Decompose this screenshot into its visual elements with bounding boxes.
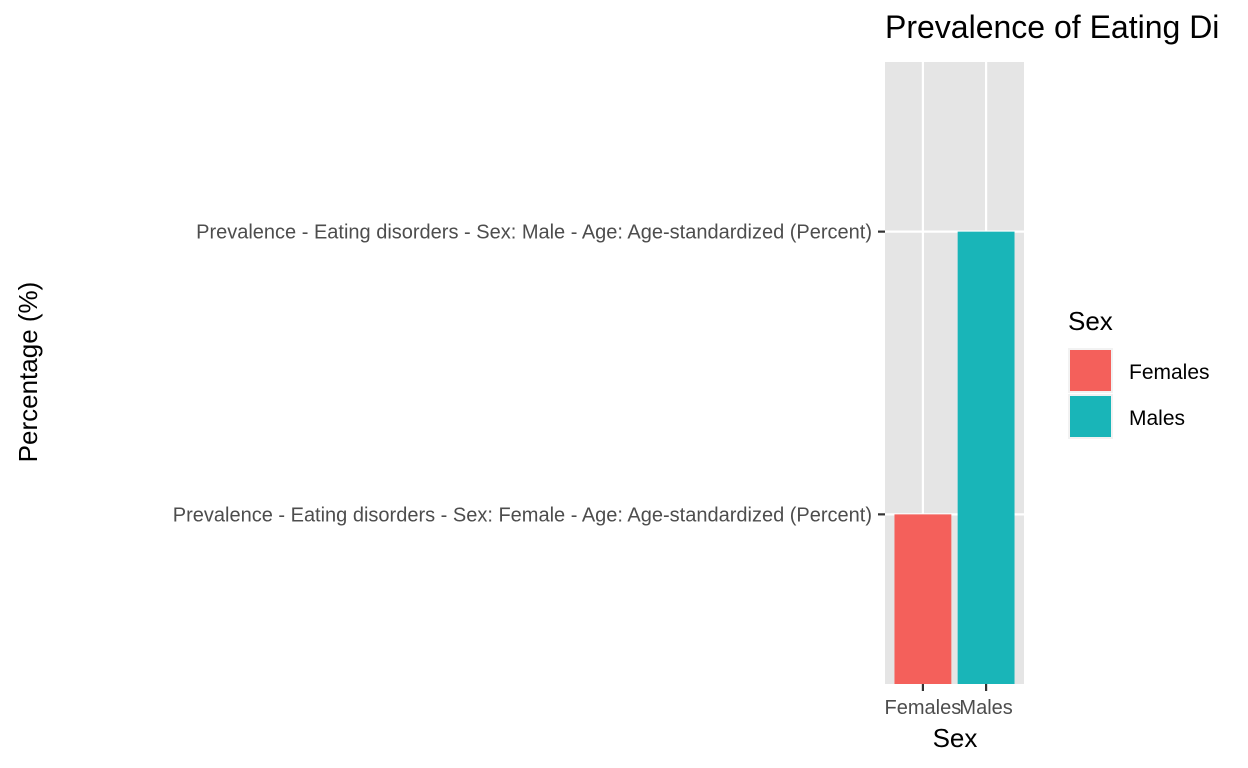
- legend-swatch-males: [1070, 396, 1111, 437]
- chart-title: Prevalence of Eating Di: [885, 9, 1219, 45]
- axes: Prevalence - Eating disorders - Sex: Fem…: [173, 222, 1013, 719]
- y-axis-title: Percentage (%): [13, 282, 43, 463]
- bars: [894, 231, 1015, 685]
- bar-females: [894, 514, 952, 684]
- x-axis-title: Sex: [933, 723, 978, 753]
- legend-title: Sex: [1068, 306, 1113, 336]
- y-tick-label: Prevalence - Eating disorders - Sex: Mal…: [196, 222, 872, 244]
- legend-swatch-females: [1070, 350, 1111, 391]
- y-tick-label: Prevalence - Eating disorders - Sex: Fem…: [173, 504, 872, 526]
- legend: Sex Females Males: [1068, 306, 1210, 439]
- legend-label-females: Females: [1129, 361, 1210, 384]
- x-tick-label: Females: [885, 697, 962, 719]
- legend-label-males: Males: [1129, 407, 1185, 430]
- bar-males: [957, 231, 1015, 685]
- x-tick-label: Males: [959, 697, 1012, 719]
